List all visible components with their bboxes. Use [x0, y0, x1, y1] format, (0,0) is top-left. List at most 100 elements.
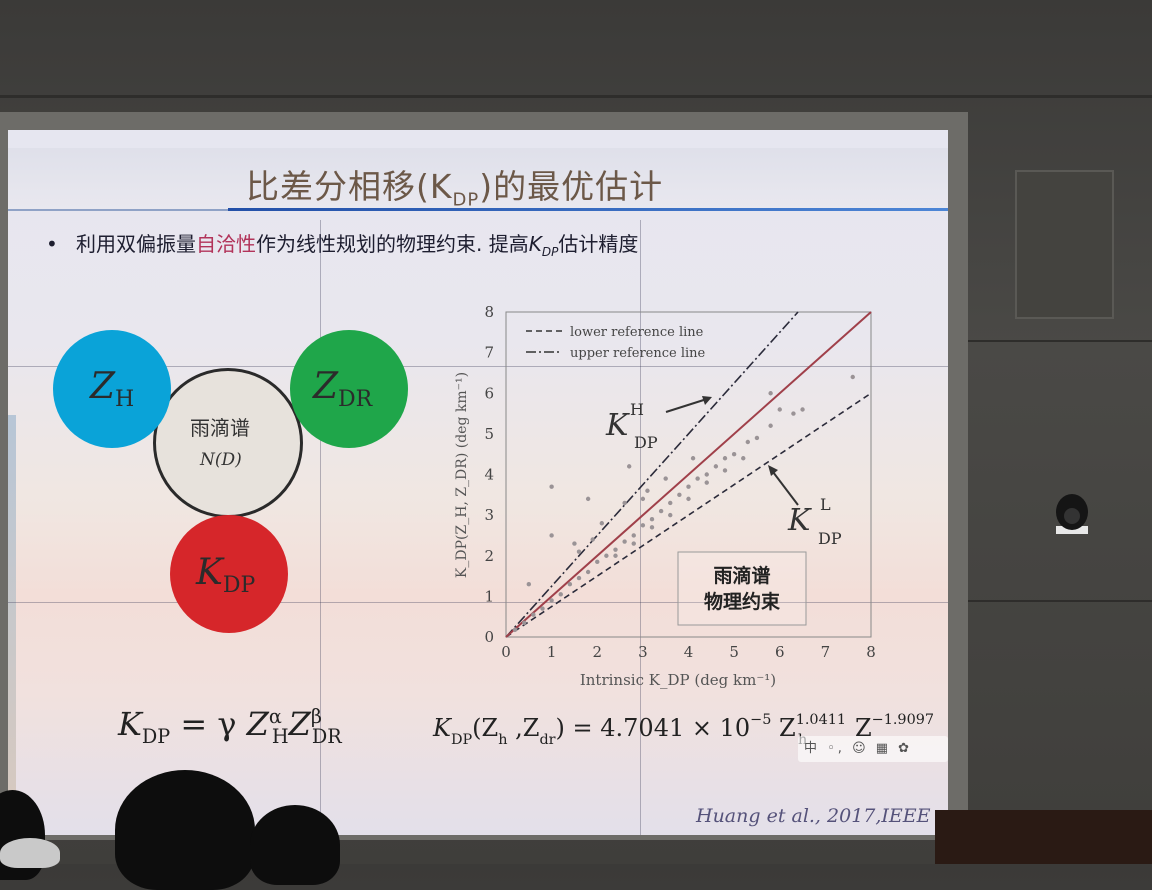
scatter-point — [668, 500, 673, 506]
scatter-point — [645, 488, 650, 493]
scatter-point — [567, 581, 573, 587]
dsd-circle — [153, 368, 303, 518]
scatter-point — [522, 620, 527, 625]
guide-line-top — [8, 366, 948, 367]
plot-frame — [505, 311, 872, 638]
x-tick-label: 7 — [821, 643, 831, 661]
scatter-point — [531, 612, 536, 617]
scatter-point — [585, 569, 591, 575]
dsd-label: 雨滴谱 — [190, 416, 250, 440]
zh-label: ZH — [90, 366, 135, 412]
y-tick-label: 4 — [484, 466, 494, 484]
kdp-label: KDP — [196, 552, 256, 598]
scatter-point — [622, 539, 627, 544]
annot-kdp-l-sub: DP — [818, 529, 842, 548]
axis-ticks: 0 1 2 3 4 5 6 7 8 0 1 2 3 4 5 6 7 8 — [484, 303, 875, 661]
bullet-k: K — [528, 232, 542, 256]
scatter-point — [668, 512, 673, 518]
scatter-point — [768, 391, 773, 396]
y-tick-label: 0 — [484, 628, 494, 646]
ime-toolbar[interactable]: 中 ◦, ☺ ▦ ✿ — [798, 736, 948, 762]
scatter-point — [599, 521, 605, 526]
bullet-text-highlight: 自洽性 — [196, 232, 256, 256]
ceiling-seam — [0, 95, 1152, 98]
left-strip — [8, 415, 16, 795]
wall-seam-right-low — [960, 600, 1152, 602]
title-underline-left — [8, 209, 228, 211]
scatter-point — [631, 533, 636, 538]
ref-line-solid — [505, 311, 872, 638]
annot-arrow-upper — [665, 397, 711, 413]
bullet-line: • 利用双偏振量自洽性作为线性规划的物理约束. 提高KDP估计精度 — [46, 228, 638, 259]
bullet-text-b: 作为线性规划的物理约束. 提高 — [256, 232, 529, 256]
x-tick-label: 4 — [684, 643, 694, 661]
scatter-point — [686, 484, 691, 489]
scatter-point — [745, 439, 751, 445]
annot-arrow-lower — [769, 467, 799, 506]
formula-kdp-fit: KDP(Zh ,Zdr) = 4.7041 × 10−5 Z1.0411h Z−… — [433, 712, 935, 748]
annot-arrowhead-upper — [702, 396, 712, 405]
scatter-points — [512, 374, 855, 632]
scatter-point — [590, 537, 595, 542]
scatter-point — [526, 581, 532, 587]
scatter-point — [777, 407, 782, 412]
annot-kdp-h-sup: H — [630, 400, 644, 419]
scatter-point — [613, 553, 618, 558]
scatter-point — [549, 598, 554, 603]
guide-line-left — [320, 220, 321, 835]
legend-upper-label: upper reference line — [570, 346, 706, 361]
scatter-point — [626, 464, 632, 469]
scatter-point — [512, 627, 518, 632]
bullet-text-c: 估计精度 — [558, 232, 639, 256]
ref-line-dashdot — [505, 311, 799, 638]
zdr-circle — [290, 330, 408, 448]
scatter-point — [704, 480, 709, 485]
y-tick-label: 3 — [484, 506, 494, 524]
scatter-point — [585, 496, 591, 502]
audience-head-1 — [115, 770, 255, 890]
scatter-point — [649, 525, 655, 530]
scatter-point — [731, 451, 737, 457]
reference-lines — [505, 311, 872, 638]
y-axis-label: K_DP(Z_H, Z_DR) (deg km⁻¹) — [454, 372, 470, 578]
scatter-point — [754, 435, 760, 441]
scatter-point — [722, 456, 728, 461]
x-tick-label: 6 — [775, 643, 785, 661]
podium — [935, 810, 1152, 864]
slide-title: 比差分相移(KDP)的最优估计 — [246, 167, 664, 211]
audience-head-2 — [250, 805, 340, 885]
scatter-point — [576, 549, 582, 554]
scatter-point — [658, 508, 664, 514]
x-tick-label: 2 — [592, 643, 602, 661]
title-bar — [8, 148, 948, 210]
y-tick-label: 5 — [484, 425, 494, 443]
wall-seam-right — [960, 340, 1152, 342]
annot-kdp-h: K — [605, 408, 630, 443]
x-tick-label: 5 — [729, 643, 739, 661]
scatter-point — [549, 484, 554, 489]
scatter-point — [722, 468, 728, 473]
scatter-point — [558, 592, 563, 597]
guide-line-right — [640, 220, 641, 835]
scatter-point — [549, 533, 554, 538]
scatter-point — [649, 516, 655, 522]
scatter-point — [613, 547, 618, 552]
y-tick-label: 6 — [484, 384, 494, 402]
annot-kdp-l-sup: L — [820, 495, 831, 514]
guide-line-bottom — [8, 602, 948, 603]
annot-kdp-h-sub: DP — [634, 433, 658, 452]
constraint-box-line2: 物理约束 — [704, 590, 781, 613]
annot-arrowhead-lower — [768, 465, 778, 476]
scatter-point — [576, 575, 582, 581]
nd-label: N(D) — [200, 450, 242, 470]
title-subscript: DP — [452, 189, 480, 211]
scatter-point — [695, 476, 700, 481]
scatter-point — [622, 500, 627, 506]
scatter-point — [704, 472, 709, 477]
room-wall — [0, 95, 1152, 602]
scatter-point — [572, 541, 577, 546]
scatter-point — [640, 496, 646, 502]
projection-screen: 比差分相移(KDP)的最优估计 • 利用双偏振量自洽性作为线性规划的物理约束. 提… — [8, 130, 948, 835]
bullet-k-sub: DP — [541, 245, 559, 259]
